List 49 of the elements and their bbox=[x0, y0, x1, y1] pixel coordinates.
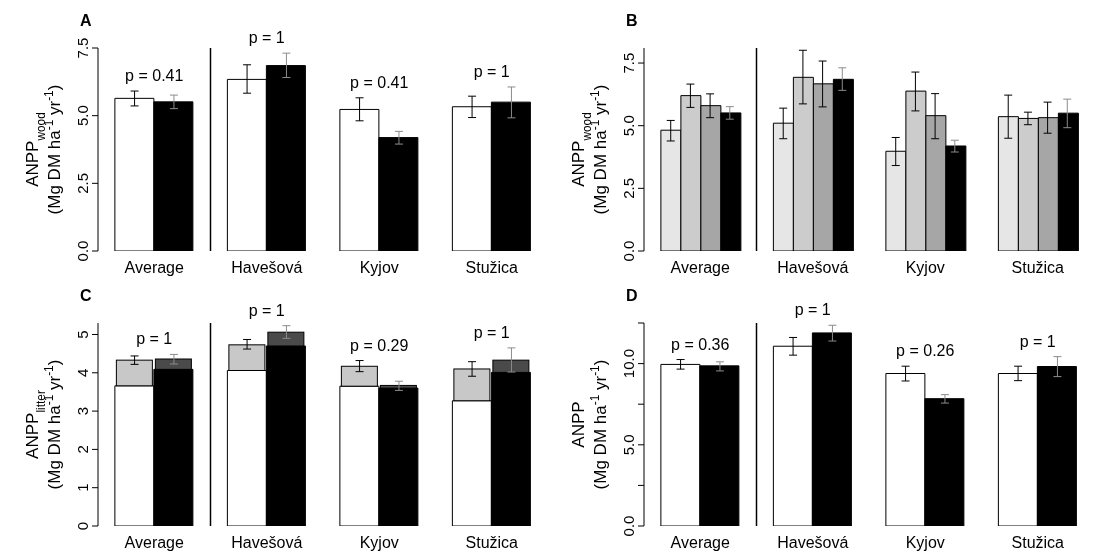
y-tick-label: 5.0 bbox=[74, 105, 91, 127]
y-tick-label: 2.5 bbox=[74, 172, 91, 194]
y-tick-label: 0.0 bbox=[74, 240, 91, 262]
y-tick-label: 0 bbox=[74, 521, 91, 531]
annotation: p = 0.41 bbox=[350, 73, 409, 91]
y-tick-label: 10.0 bbox=[620, 349, 637, 379]
y-tick-label: 5.0 bbox=[620, 115, 637, 137]
x-tick-label: Havešová bbox=[777, 534, 849, 551]
x-tick-label: Average bbox=[670, 259, 730, 276]
x-tick-label: Havešová bbox=[231, 259, 303, 276]
x-tick-label: Kyjov bbox=[905, 534, 945, 551]
x-tick-label: Average bbox=[670, 534, 730, 551]
y-tick-label: 2 bbox=[74, 445, 91, 454]
annotation: p = 0.29 bbox=[350, 336, 409, 354]
x-tick-label: Kyjov bbox=[905, 259, 945, 276]
annotation: p = 1 bbox=[473, 62, 510, 80]
x-tick-label: Havešová bbox=[231, 534, 303, 551]
y-tick-label: 2.5 bbox=[620, 177, 637, 199]
y-tick-label: 5.0 bbox=[620, 434, 637, 456]
text: p = 1 bbox=[248, 301, 285, 319]
x-tick-label: Stužica bbox=[465, 259, 519, 276]
y-tick-label: 7.5 bbox=[620, 52, 637, 74]
annotation: p = 0.36 bbox=[671, 335, 730, 353]
x-tick-label: Stužica bbox=[1011, 259, 1065, 276]
annotation: p = 1 bbox=[473, 323, 510, 341]
y-tick-label: 5 bbox=[74, 330, 91, 339]
y-tick-label: 0.0 bbox=[620, 240, 637, 262]
x-tick-label: Average bbox=[124, 534, 184, 551]
y-tick-label: 4 bbox=[74, 368, 91, 377]
chart-title: A bbox=[80, 12, 92, 29]
annotation: p = 0.26 bbox=[896, 342, 955, 360]
x-tick-label: Havešová bbox=[777, 259, 849, 276]
x-tick-label: Stužica bbox=[1011, 534, 1065, 551]
chart-title: B bbox=[626, 12, 638, 29]
x-tick-label: Average bbox=[124, 259, 184, 276]
text: p = 1 bbox=[794, 301, 831, 319]
chart-title: D bbox=[626, 287, 638, 304]
y-tick-label: 0.0 bbox=[620, 515, 637, 537]
y-tick-label: 7.5 bbox=[74, 37, 91, 59]
chart-title: C bbox=[80, 287, 92, 304]
y-tick-label: 3 bbox=[74, 406, 91, 416]
x-tick-label: Kyjov bbox=[359, 259, 399, 276]
text: p = 1 bbox=[248, 29, 285, 47]
annotation: p = 1 bbox=[136, 330, 173, 348]
x-tick-label: Kyjov bbox=[359, 534, 399, 551]
x-tick-label: Stužica bbox=[465, 534, 519, 551]
annotation: p = 0.41 bbox=[125, 67, 184, 85]
y-tick-label: 1 bbox=[74, 483, 91, 492]
annotation: p = 1 bbox=[1019, 332, 1056, 350]
